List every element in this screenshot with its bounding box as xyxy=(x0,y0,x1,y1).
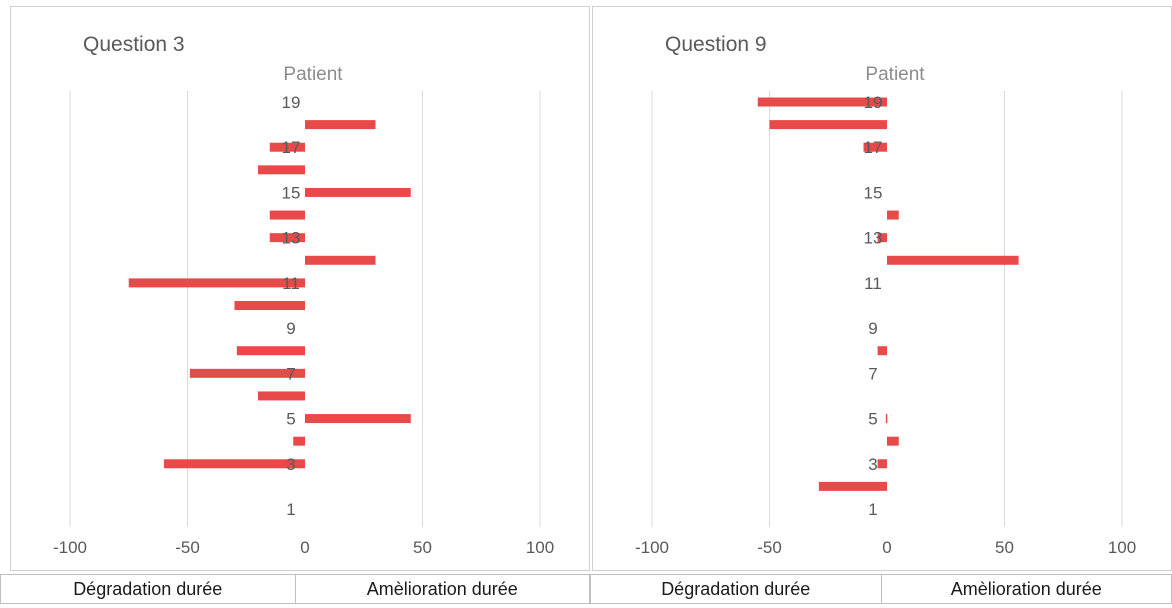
footer-bar-right: Dégradation durée Amèlioration durée xyxy=(590,574,1172,604)
y-axis-label: Patient xyxy=(283,64,343,85)
bar xyxy=(877,459,887,469)
y-tick-label: 11 xyxy=(282,274,300,293)
y-tick-label: 9 xyxy=(286,319,295,338)
y-tick-label: 15 xyxy=(864,183,883,202)
chart-panel-question-9: Question 9 Patient 1 3 5 7 9 11 13 15 17 19 -100 -50… xyxy=(592,6,1172,571)
bar xyxy=(128,278,305,288)
y-tick-label: 13 xyxy=(282,229,301,248)
footer-bar-left: Dégradation durée Amèlioration durée xyxy=(0,574,590,604)
footer-right-label: Amèlioration durée xyxy=(880,575,1172,603)
bar xyxy=(258,165,305,175)
bar xyxy=(189,368,305,378)
chart-panel-question-3: Question 3 Patient 1 3 5 7 9 11 13 15 17 19 -100 -50… xyxy=(10,6,590,571)
bar xyxy=(293,436,305,446)
footer-right-label: Amèlioration durée xyxy=(294,575,590,603)
y-tick-label: 17 xyxy=(864,138,883,157)
y-tick-label: 7 xyxy=(286,364,295,383)
bar xyxy=(305,120,376,130)
bar xyxy=(305,187,411,197)
bar xyxy=(757,97,887,107)
footer-left-label: Dégradation durée xyxy=(661,578,811,599)
y-tick-label: 15 xyxy=(282,183,301,202)
bar xyxy=(269,142,305,152)
bar xyxy=(769,120,887,130)
bar xyxy=(887,210,899,220)
y-tick-label: 13 xyxy=(864,229,883,248)
bar xyxy=(164,459,305,469)
y-axis-label: Patient xyxy=(865,64,925,85)
y-tick-label: 3 xyxy=(868,455,877,474)
x-tick-label: -50 xyxy=(757,538,782,557)
x-tick-label: 50 xyxy=(413,538,432,557)
y-tick-label: 1 xyxy=(286,500,295,519)
y-tick-label: 17 xyxy=(282,138,301,157)
y-tick-label: 5 xyxy=(286,410,295,429)
y-tick-label: 7 xyxy=(868,364,877,383)
bar xyxy=(236,346,305,356)
chart-title: Question 3 xyxy=(83,33,185,56)
bar xyxy=(269,210,305,220)
x-tick-label: 100 xyxy=(1108,538,1136,557)
y-tick-label: 5 xyxy=(868,410,877,429)
bar xyxy=(863,142,887,152)
bar xyxy=(305,414,411,424)
y-tick-label: 9 xyxy=(868,319,877,338)
x-tick-label: -50 xyxy=(175,538,200,557)
x-tick-label: 0 xyxy=(882,538,891,557)
y-tick-label: 19 xyxy=(864,93,883,112)
bar xyxy=(258,391,305,401)
bar xyxy=(269,233,305,243)
chart-title: Question 9 xyxy=(665,33,767,56)
bar xyxy=(887,436,899,446)
x-tick-label: -100 xyxy=(53,538,87,557)
x-tick-label: -100 xyxy=(635,538,669,557)
bar xyxy=(877,233,887,243)
x-tick-label: 50 xyxy=(995,538,1014,557)
footer-left-label: Dégradation durée xyxy=(73,578,223,599)
bar xyxy=(818,481,887,491)
bar xyxy=(887,255,1019,265)
bar xyxy=(305,255,376,265)
y-tick-label: 11 xyxy=(864,274,882,293)
bar xyxy=(234,301,305,310)
y-tick-label: 1 xyxy=(868,500,877,519)
y-tick-label: 3 xyxy=(286,455,295,474)
bar xyxy=(885,414,888,424)
x-tick-label: 0 xyxy=(300,538,309,557)
bar xyxy=(877,346,887,356)
y-tick-label: 19 xyxy=(282,93,301,112)
x-tick-label: 100 xyxy=(526,538,554,557)
